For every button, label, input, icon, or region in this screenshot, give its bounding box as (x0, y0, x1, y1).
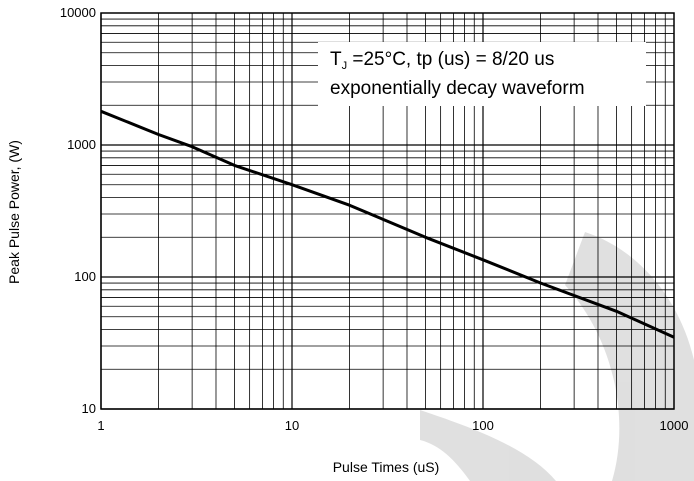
x-tick-label: 10 (285, 418, 299, 433)
y-tick-label: 100 (74, 269, 96, 284)
annotation-t-symbol: T (330, 49, 342, 70)
plot-frame (100, 12, 675, 410)
x-tick-label: 100 (472, 418, 494, 433)
annotation-background (318, 42, 646, 106)
x-tick-labels: 1 10 100 1000 (97, 418, 688, 433)
annotation-condition: =25°C, tp (us) = 8/20 us (347, 49, 554, 70)
annotation-subscript: J (342, 60, 348, 72)
series-line (100, 109, 675, 339)
y-tick-label: 10000 (60, 5, 96, 20)
y-tick-label: 1000 (67, 137, 96, 152)
annotation-line-1: TJ =25°C, tp (us) = 8/20 us (330, 49, 554, 72)
annotation-box: TJ =25°C, tp (us) = 8/20 us exponentiall… (318, 42, 646, 106)
x-axis-title: Pulse Times (uS) (333, 459, 440, 475)
x-tick-label: 1 (97, 418, 104, 433)
y-tick-label: 10 (82, 401, 96, 416)
y-tick-labels: 10 100 1000 10000 (60, 5, 96, 416)
annotation-line-2: exponentially decay waveform (330, 78, 585, 99)
y-axis-title: Peak Pulse Power, (W) (6, 140, 22, 284)
x-tick-label: 1000 (660, 418, 689, 433)
watermark-graphic (420, 232, 694, 481)
